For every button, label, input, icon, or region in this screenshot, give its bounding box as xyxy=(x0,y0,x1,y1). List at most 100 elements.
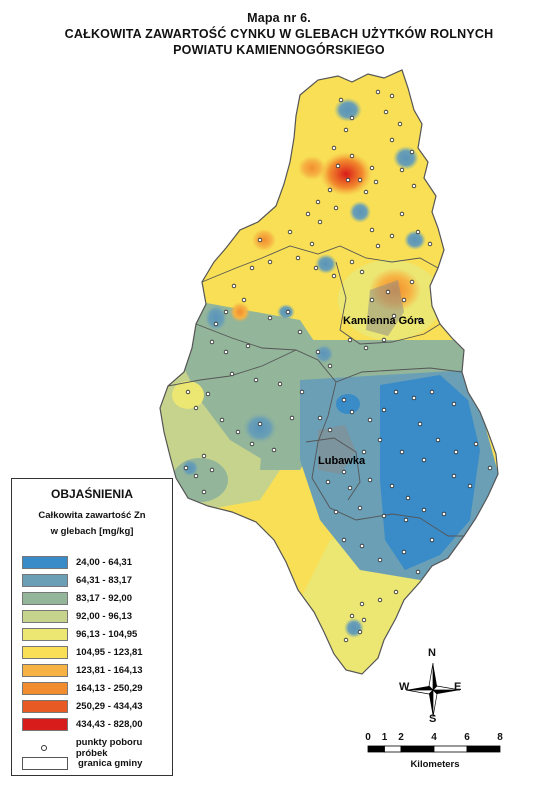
legend: OBJAŚNIENIA Całkowita zawartość Zn w gle… xyxy=(11,478,173,776)
sample-point xyxy=(451,401,457,407)
map-title-line: CAŁKOWITA ZAWARTOŚĆ CYNKU W GLEBACH UŻYT… xyxy=(64,27,494,41)
scale-tick-label: 4 xyxy=(431,732,437,743)
sample-point xyxy=(427,241,433,247)
sample-point xyxy=(335,163,341,169)
sample-point xyxy=(209,339,215,345)
sample-point xyxy=(363,345,369,351)
legend-class-label: 64,31 - 83,17 xyxy=(76,574,132,586)
sample-point xyxy=(333,205,339,211)
legend-title: OBJAŚNIENIA xyxy=(50,487,133,501)
sample-point xyxy=(473,441,479,447)
sample-point xyxy=(347,337,353,343)
sample-point xyxy=(417,421,423,427)
sample-point xyxy=(381,337,387,343)
sample-point xyxy=(367,477,373,483)
sample-point xyxy=(363,189,369,195)
sample-point xyxy=(409,149,415,155)
sample-point xyxy=(333,509,339,515)
sample-point xyxy=(193,405,199,411)
sample-point xyxy=(193,473,199,479)
legend-boundary-row: granica gminy xyxy=(22,757,142,770)
sample-point xyxy=(231,283,237,289)
legend-class-label: 250,29 - 434,43 xyxy=(76,700,143,712)
scale-segment xyxy=(466,745,501,753)
sample-point xyxy=(359,543,365,549)
sample-point xyxy=(223,349,229,355)
sample-point xyxy=(411,395,417,401)
sample-point xyxy=(349,409,355,415)
compass-w: W xyxy=(399,681,410,693)
compass-n: N xyxy=(428,647,436,659)
legend-class-label: 24,00 - 64,31 xyxy=(76,556,132,568)
sample-point xyxy=(359,601,365,607)
sample-point xyxy=(343,637,349,643)
legend-swatch xyxy=(22,681,68,695)
legend-class-label: 92,00 - 96,13 xyxy=(76,610,132,622)
sample-point xyxy=(391,313,397,319)
sample-point xyxy=(401,297,407,303)
scale-segment xyxy=(433,745,468,753)
sample-point xyxy=(377,557,383,563)
legend-swatch xyxy=(22,645,68,659)
sample-point xyxy=(361,449,367,455)
sample-point xyxy=(357,505,363,511)
legend-swatch xyxy=(22,591,68,605)
town-label-lubawka: Lubawka xyxy=(318,455,366,467)
map-number: Mapa nr 6. xyxy=(247,11,311,25)
legend-swatch xyxy=(22,609,68,623)
sample-point xyxy=(373,179,379,185)
sample-point xyxy=(205,391,211,397)
sample-point xyxy=(375,243,381,249)
sample-point xyxy=(209,467,215,473)
sample-point xyxy=(421,507,427,513)
sample-point xyxy=(367,417,373,423)
scale-segment xyxy=(400,745,435,753)
legend-class-label: 104,95 - 123,81 xyxy=(76,646,143,658)
sample-point xyxy=(229,371,235,377)
sample-point xyxy=(201,453,207,459)
legend-class-row: 92,00 - 96,13 xyxy=(22,609,132,623)
sample-point xyxy=(399,211,405,217)
sample-point xyxy=(299,389,305,395)
sample-point xyxy=(287,229,293,235)
sample-point xyxy=(377,437,383,443)
legend-class-row: 250,29 - 434,43 xyxy=(22,699,143,713)
sample-point xyxy=(257,237,263,243)
sample-point xyxy=(327,187,333,193)
sample-point xyxy=(349,259,355,265)
sample-point xyxy=(369,297,375,303)
map-title: Mapa nr 6. CAŁKOWITA ZAWARTOŚĆ CYNKU W G… xyxy=(0,10,558,58)
scale-bar-graphic xyxy=(367,745,501,753)
scale-tick-label: 0 xyxy=(365,732,371,743)
legend-class-label: 434,43 - 828,00 xyxy=(76,718,143,730)
sample-point xyxy=(241,297,247,303)
sample-point xyxy=(383,109,389,115)
commune-boundaries xyxy=(167,245,464,537)
sample-point xyxy=(331,145,337,151)
sample-point xyxy=(183,465,189,471)
sample-point xyxy=(429,389,435,395)
sample-point xyxy=(249,441,255,447)
legend-class-row: 83,17 - 92,00 xyxy=(22,591,132,605)
legend-class-row: 24,00 - 64,31 xyxy=(22,555,132,569)
legend-swatch xyxy=(22,555,68,569)
sample-point xyxy=(223,309,229,315)
sample-point-icon xyxy=(22,742,66,755)
sample-point xyxy=(369,227,375,233)
sample-point xyxy=(185,389,191,395)
sample-point xyxy=(253,377,259,383)
sample-point xyxy=(415,569,421,575)
sample-point xyxy=(375,89,381,95)
sample-point xyxy=(341,537,347,543)
legend-boundary-label: granica gminy xyxy=(78,758,143,769)
legend-points-row: punkty poboru próbek xyxy=(22,737,172,759)
legend-class-label: 83,17 - 92,00 xyxy=(76,592,132,604)
sample-point xyxy=(317,415,323,421)
sample-points xyxy=(183,89,493,643)
sample-point xyxy=(295,255,301,261)
sample-point xyxy=(327,427,333,433)
sample-point xyxy=(399,167,405,173)
sample-point xyxy=(377,597,383,603)
north-arrow-icon xyxy=(405,662,461,718)
